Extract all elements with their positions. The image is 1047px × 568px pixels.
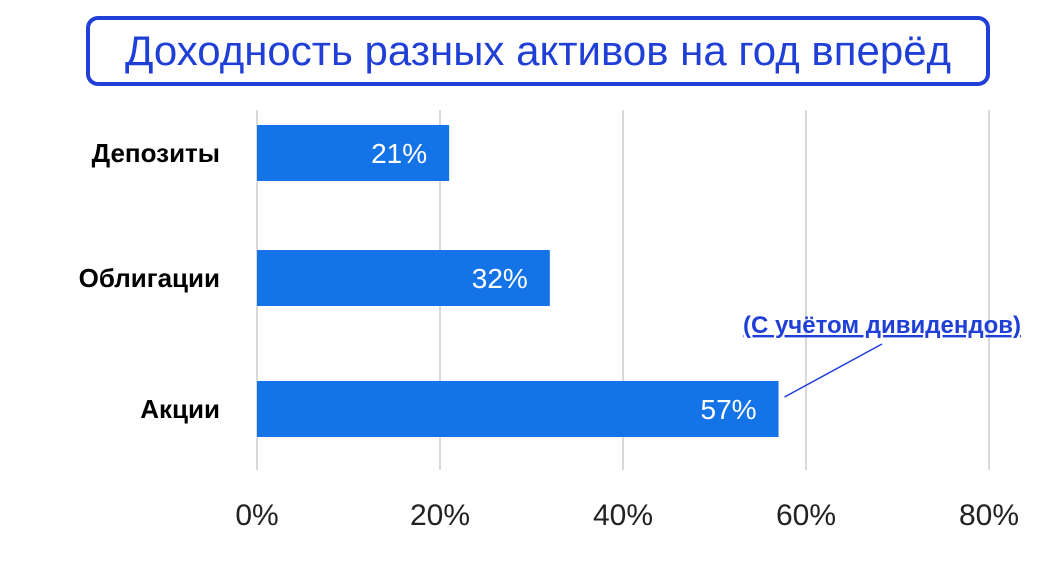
bars (257, 125, 779, 437)
chart-title-box: Доходность разных активов на год вперёд (86, 16, 990, 86)
category-labels: Депозиты Облигации Акции (79, 138, 220, 424)
x-tick-labels: 0% 20% 40% 60% 80% (235, 499, 1019, 532)
x-tick-label-60: 60% (776, 499, 836, 532)
x-tick-label-20: 20% (410, 499, 470, 532)
annotation-dividends: (С учётом дивидендов) (743, 312, 1021, 339)
x-tick-label-0: 0% (235, 499, 278, 532)
chart-title: Доходность разных активов на год вперёд (124, 27, 952, 74)
bar-2 (257, 250, 550, 306)
bar-value-label-2: 32% (472, 263, 528, 294)
annotation-leader-line (784, 343, 883, 398)
bar-1 (257, 125, 450, 181)
category-label-2: Облигации (79, 263, 220, 293)
category-label-3: Акции (140, 394, 220, 424)
bar-value-labels: 21% 32% 57% (371, 138, 756, 425)
bar-3 (257, 381, 779, 437)
bar-value-label-3: 57% (701, 394, 757, 425)
x-tick-label-80: 80% (959, 499, 1019, 532)
x-tick-label-40: 40% (593, 499, 653, 532)
bar-value-label-1: 21% (371, 138, 427, 169)
category-label-1: Депозиты (92, 138, 220, 168)
